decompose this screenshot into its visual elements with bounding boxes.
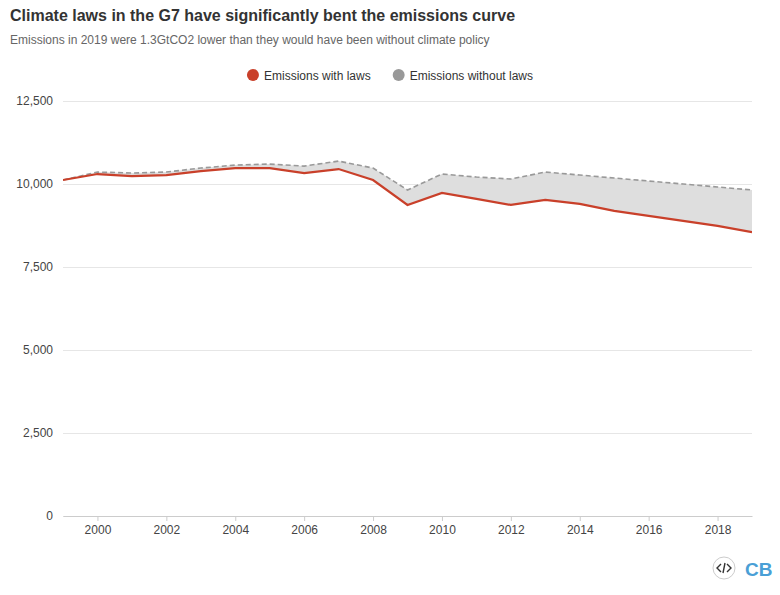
x-tick: 2016 <box>636 516 663 537</box>
x-tick-label: 2000 <box>85 523 112 537</box>
y-tick-label: 5,000 <box>23 343 53 357</box>
x-tick-label: 2014 <box>567 523 594 537</box>
legend-label: Emissions without laws <box>410 69 533 83</box>
x-tick-mark <box>442 516 443 521</box>
x-tick-label: 2016 <box>636 523 663 537</box>
grid-line <box>63 433 752 434</box>
x-tick-label: 2010 <box>429 523 456 537</box>
x-tick: 2006 <box>291 516 318 537</box>
y-tick-label: 12,500 <box>16 94 53 108</box>
y-tick-label: 10,000 <box>16 177 53 191</box>
legend: Emissions with laws Emissions without law… <box>247 69 533 83</box>
x-tick-mark <box>718 516 719 521</box>
gap-area <box>63 161 752 232</box>
logo-text: CB <box>745 559 772 580</box>
x-tick-label: 2006 <box>291 523 318 537</box>
legend-label: Emissions with laws <box>264 69 371 83</box>
x-tick-mark <box>511 516 512 521</box>
x-tick-label: 2018 <box>705 523 732 537</box>
legend-swatch <box>247 69 259 81</box>
legend-item: Emissions with laws <box>247 69 371 83</box>
x-tick-label: 2012 <box>498 523 525 537</box>
x-tick: 2008 <box>360 516 387 537</box>
x-tick: 2002 <box>153 516 180 537</box>
x-tick-mark <box>649 516 650 521</box>
x-tick-label: 2008 <box>360 523 387 537</box>
y-tick-label: 0 <box>46 509 53 523</box>
x-tick-mark <box>373 516 374 521</box>
x-tick-mark <box>235 516 236 521</box>
y-tick: 5,000 <box>23 343 752 357</box>
grid-line <box>63 101 752 102</box>
y-tick: 0 <box>46 509 752 523</box>
x-tick-mark <box>304 516 305 521</box>
legend-item: Emissions without laws <box>393 69 533 83</box>
y-tick: 7,500 <box>23 260 752 274</box>
subtitle: Emissions in 2019 were 1.3GtCO2 lower th… <box>10 33 490 47</box>
x-tick-mark <box>166 516 167 521</box>
grid-line <box>63 350 752 351</box>
x-tick-label: 2004 <box>222 523 249 537</box>
x-tick: 2000 <box>85 516 112 537</box>
x-tick-mark <box>97 516 98 521</box>
x-axis: 2000 2002 2004 2006 2008 2010 2012 2014 2016 2018 <box>64 516 753 537</box>
legend-swatch <box>393 69 405 81</box>
logo-icon <box>717 563 731 573</box>
logo-icon <box>713 557 735 579</box>
grid-line <box>63 267 752 268</box>
title: Climate laws in the G7 have significantl… <box>10 7 515 24</box>
x-tick: 2004 <box>222 516 249 537</box>
y-tick-label: 2,500 <box>23 426 53 440</box>
x-tick-label: 2002 <box>153 523 180 537</box>
x-tick: 2014 <box>567 516 594 537</box>
x-tick: 2018 <box>705 516 732 537</box>
chart: Climate laws in the G7 have significantl… <box>0 0 780 595</box>
logo <box>713 557 735 579</box>
y-tick-label: 7,500 <box>23 260 53 274</box>
x-tick-mark <box>580 516 581 521</box>
y-axis: 0 2,500 5,000 7,500 10,000 12,500 <box>16 94 752 523</box>
y-axis-line <box>64 102 753 517</box>
x-tick: 2010 <box>429 516 456 537</box>
plot-area <box>63 161 752 232</box>
x-tick: 2012 <box>498 516 525 537</box>
y-tick: 2,500 <box>23 426 752 440</box>
series-line <box>63 168 752 232</box>
y-tick: 12,500 <box>16 94 752 108</box>
